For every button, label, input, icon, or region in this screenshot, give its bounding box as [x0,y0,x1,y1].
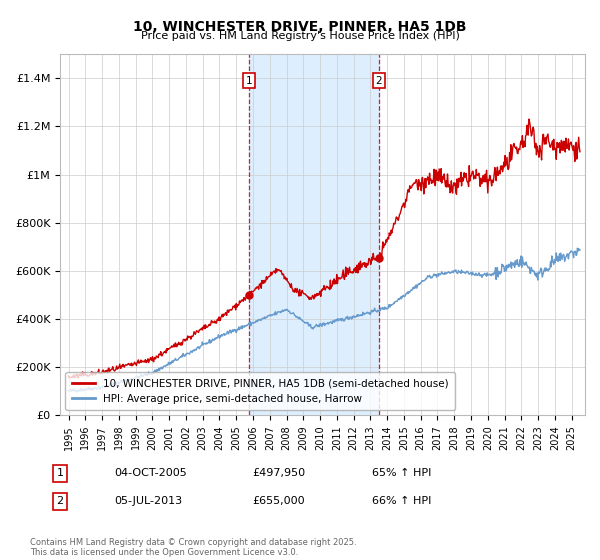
Text: 04-OCT-2005: 04-OCT-2005 [114,468,187,478]
Text: Price paid vs. HM Land Registry's House Price Index (HPI): Price paid vs. HM Land Registry's House … [140,31,460,41]
Text: Contains HM Land Registry data © Crown copyright and database right 2025.
This d: Contains HM Land Registry data © Crown c… [30,538,356,557]
Text: 1: 1 [56,468,64,478]
Text: 05-JUL-2013: 05-JUL-2013 [114,496,182,506]
Text: 10, WINCHESTER DRIVE, PINNER, HA5 1DB: 10, WINCHESTER DRIVE, PINNER, HA5 1DB [133,20,467,34]
Text: 1: 1 [245,76,252,86]
Text: 65% ↑ HPI: 65% ↑ HPI [372,468,431,478]
Bar [249,54,379,415]
Text: £497,950: £497,950 [252,468,305,478]
Legend: 10, WINCHESTER DRIVE, PINNER, HA5 1DB (semi-detached house), HPI: Average price,: 10, WINCHESTER DRIVE, PINNER, HA5 1DB (s… [65,372,455,410]
Text: 2: 2 [56,496,64,506]
Text: £655,000: £655,000 [252,496,305,506]
Text: 2: 2 [376,76,382,86]
Text: 66% ↑ HPI: 66% ↑ HPI [372,496,431,506]
